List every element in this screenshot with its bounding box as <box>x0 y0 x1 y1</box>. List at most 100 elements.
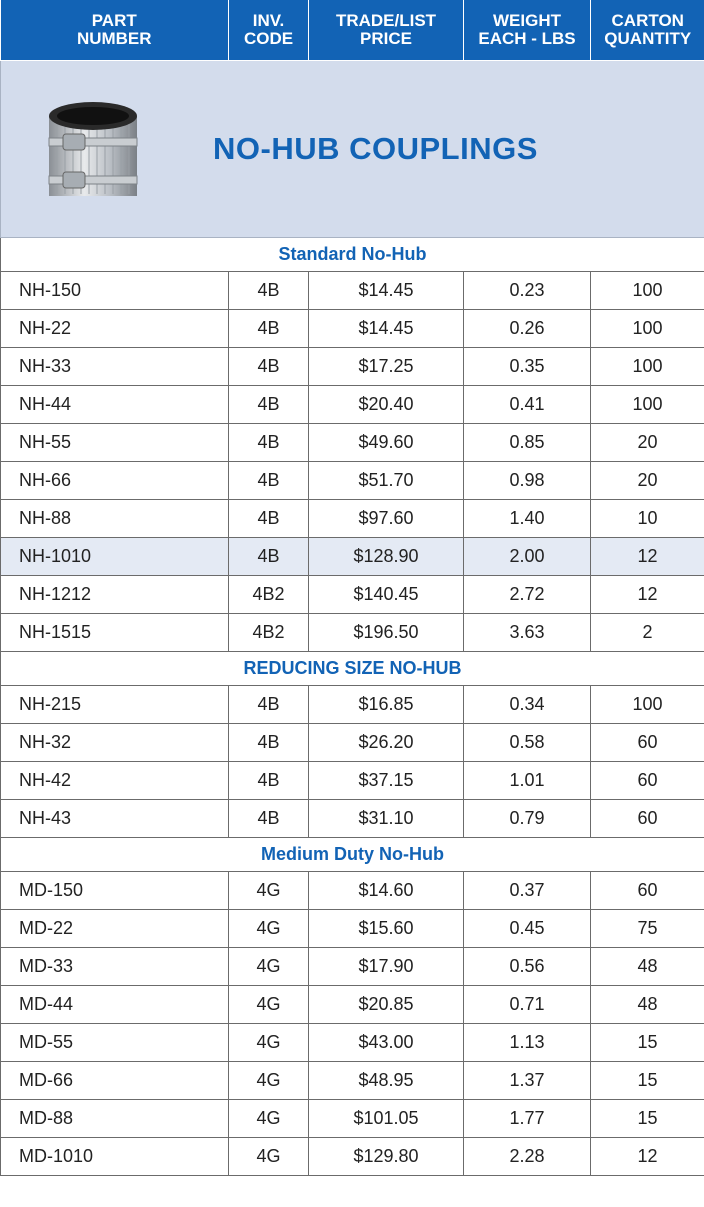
table-cell: 4B2 <box>229 576 309 614</box>
banner-cell: NO-HUB COUPLINGS <box>1 61 704 238</box>
table-cell: 100 <box>591 348 704 386</box>
table-cell: NH-88 <box>1 500 229 538</box>
table-cell: 0.37 <box>464 872 591 910</box>
table-cell: 4B <box>229 386 309 424</box>
table-cell: 4G <box>229 1024 309 1062</box>
table-cell: $16.85 <box>309 686 464 724</box>
table-cell: 48 <box>591 948 704 986</box>
table-cell: 4G <box>229 872 309 910</box>
section-row: REDUCING SIZE NO-HUB <box>1 652 704 686</box>
table-cell: 4G <box>229 910 309 948</box>
table-cell: $49.60 <box>309 424 464 462</box>
table-cell: 1.40 <box>464 500 591 538</box>
table-cell: 60 <box>591 800 704 838</box>
table-cell: MD-22 <box>1 910 229 948</box>
table-cell: 60 <box>591 762 704 800</box>
table-cell: NH-55 <box>1 424 229 462</box>
table-cell: $51.70 <box>309 462 464 500</box>
table-cell: 15 <box>591 1062 704 1100</box>
table-cell: 4B <box>229 538 309 576</box>
table-cell: 1.01 <box>464 762 591 800</box>
table-cell: 60 <box>591 872 704 910</box>
table-cell: NH-1212 <box>1 576 229 614</box>
table-cell: 3.63 <box>464 614 591 652</box>
column-header-line: CODE <box>229 30 308 48</box>
table-cell: 12 <box>591 1138 704 1176</box>
table-cell: 60 <box>591 724 704 762</box>
table-cell: 75 <box>591 910 704 948</box>
table-cell: NH-150 <box>1 272 229 310</box>
column-header: INV.CODE <box>229 0 309 61</box>
table-cell: 4B <box>229 800 309 838</box>
table-cell: NH-33 <box>1 348 229 386</box>
table-cell: $129.80 <box>309 1138 464 1176</box>
table-cell: $14.45 <box>309 310 464 348</box>
table-cell: 0.71 <box>464 986 591 1024</box>
table-cell: $48.95 <box>309 1062 464 1100</box>
table-cell: NH-42 <box>1 762 229 800</box>
table-cell: 10 <box>591 500 704 538</box>
table-cell: $26.20 <box>309 724 464 762</box>
table-cell: NH-44 <box>1 386 229 424</box>
table-cell: 4B <box>229 500 309 538</box>
table-cell: 0.58 <box>464 724 591 762</box>
section-row: Medium Duty No-Hub <box>1 838 704 872</box>
table-cell: 2.72 <box>464 576 591 614</box>
table-cell: $15.60 <box>309 910 464 948</box>
table-cell: 12 <box>591 576 704 614</box>
table-cell: 48 <box>591 986 704 1024</box>
column-header-line: PRICE <box>309 30 463 48</box>
table-cell: 4G <box>229 986 309 1024</box>
column-header-line: INV. <box>229 12 308 30</box>
column-header-line: WEIGHT <box>464 12 590 30</box>
section-title: Medium Duty No-Hub <box>1 838 704 872</box>
table-cell: $17.90 <box>309 948 464 986</box>
table-cell: $37.15 <box>309 762 464 800</box>
table-cell: 4B <box>229 348 309 386</box>
column-header-line: CARTON <box>591 12 704 30</box>
table-cell: 4B <box>229 686 309 724</box>
table-cell: 2.28 <box>464 1138 591 1176</box>
table-cell: MD-55 <box>1 1024 229 1062</box>
table-cell: 2.00 <box>464 538 591 576</box>
section-title: Standard No-Hub <box>1 238 704 272</box>
banner: NO-HUB COUPLINGS <box>1 61 704 237</box>
table-cell: 4B2 <box>229 614 309 652</box>
column-header-line: TRADE/LIST <box>309 12 463 30</box>
table-cell: 0.85 <box>464 424 591 462</box>
table-cell: 4B <box>229 310 309 348</box>
table-cell: 0.26 <box>464 310 591 348</box>
table-cell: 4B <box>229 462 309 500</box>
table-cell: MD-33 <box>1 948 229 986</box>
table-cell: 100 <box>591 310 704 348</box>
table-cell: 20 <box>591 462 704 500</box>
column-header-line: PART <box>1 12 229 30</box>
table-cell: 15 <box>591 1024 704 1062</box>
table-cell: 0.34 <box>464 686 591 724</box>
table-cell: 0.35 <box>464 348 591 386</box>
table-cell: 4B <box>229 724 309 762</box>
table-cell: MD-1010 <box>1 1138 229 1176</box>
table-cell: MD-150 <box>1 872 229 910</box>
column-header-line: NUMBER <box>1 30 229 48</box>
table-cell: MD-88 <box>1 1100 229 1138</box>
price-table-container: PARTNUMBERINV.CODETRADE/LISTPRICEWEIGHTE… <box>0 0 704 1207</box>
table-cell: $196.50 <box>309 614 464 652</box>
